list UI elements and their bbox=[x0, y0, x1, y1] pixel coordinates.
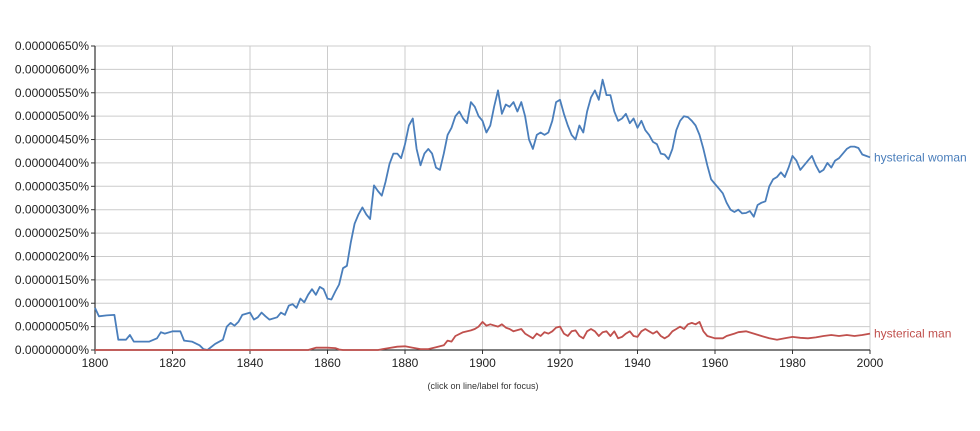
x-tick-label: 1980 bbox=[779, 356, 806, 370]
x-tick-label: 1860 bbox=[314, 356, 341, 370]
y-tick-label: 0.00000150% bbox=[15, 273, 89, 287]
x-tick-label: 1920 bbox=[547, 356, 574, 370]
series-line-hysterical-man[interactable] bbox=[95, 320, 871, 351]
x-tick-label: 1840 bbox=[237, 356, 264, 370]
y-tick-label: 0.00000550% bbox=[15, 86, 89, 100]
series-lines[interactable] bbox=[94, 78, 871, 351]
axes bbox=[91, 45, 871, 354]
y-tick-label: 0.00000600% bbox=[15, 62, 89, 76]
series-label-hysterical-man[interactable]: hysterical man bbox=[874, 327, 951, 341]
x-tick-label: 1960 bbox=[702, 356, 729, 370]
x-tick-label: 1900 bbox=[469, 356, 496, 370]
footnote-text: (click on line/label for focus) bbox=[427, 381, 538, 391]
y-tick-label: 0.00000350% bbox=[15, 179, 89, 193]
y-tick-label: 0.00000050% bbox=[15, 320, 89, 334]
x-tick-label: 2000 bbox=[857, 356, 884, 370]
y-tick-label: 0.00000000% bbox=[15, 343, 89, 357]
y-tick-label: 0.00000100% bbox=[15, 296, 89, 310]
x-tick-label: 1940 bbox=[624, 356, 651, 370]
y-tick-label: 0.00000450% bbox=[15, 133, 89, 147]
x-tick-label: 1880 bbox=[392, 356, 419, 370]
y-tick-label: 0.00000500% bbox=[15, 109, 89, 123]
y-tick-label: 0.00000300% bbox=[15, 203, 89, 217]
series-labels[interactable]: hysterical woman hysterical man bbox=[874, 150, 967, 340]
y-tick-labels: 0.00000000% 0.00000050% 0.00000100% 0.00000… bbox=[15, 39, 89, 357]
series-label-hysterical-woman[interactable]: hysterical woman bbox=[874, 150, 967, 164]
x-tick-label: 1820 bbox=[159, 356, 186, 370]
y-tick-label: 0.00000250% bbox=[15, 226, 89, 240]
y-tick-label: 0.00000400% bbox=[15, 156, 89, 170]
series-line-hysterical-woman[interactable] bbox=[94, 78, 871, 351]
y-tick-label: 0.00000650% bbox=[15, 39, 89, 53]
y-tick-label: 0.00000200% bbox=[15, 249, 89, 263]
grid bbox=[95, 45, 871, 350]
x-tick-label: 1800 bbox=[82, 356, 109, 370]
x-tick-labels: 1800 1820 1840 1860 1880 1900 1920 1940 1960 1980… bbox=[82, 356, 884, 370]
